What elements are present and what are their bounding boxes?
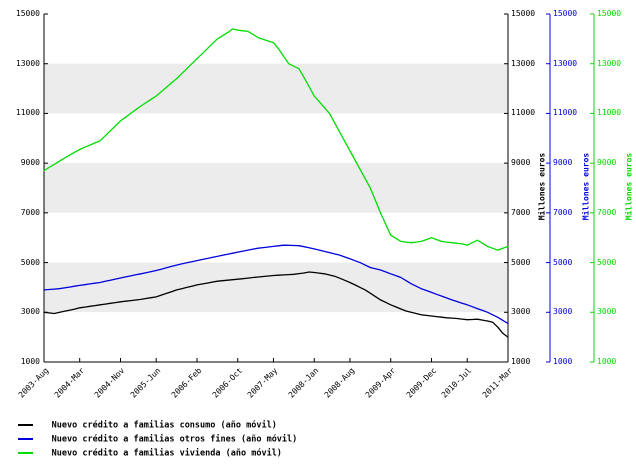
plot-band [44, 262, 508, 313]
y-axis-right2-tick-label: 13000 [553, 58, 578, 68]
y-axis-right1-tick-label: 5000 [511, 257, 531, 267]
legend-item-consumo: Nuevo crédito a familias consumo (año mó… [18, 418, 297, 432]
y-axis-title-3: Millones euros [624, 152, 634, 221]
y-axis-left-tick-label: 15000 [15, 9, 40, 18]
series-line-otros_fines [43, 244, 509, 325]
y-axis-title-2: Millones euros [581, 152, 591, 221]
y-axis-right3-tick-label: 3000 [597, 307, 617, 317]
plot-band [44, 14, 508, 64]
y-axis-right3-tick-label: 11000 [597, 108, 622, 118]
plot-band [44, 312, 508, 362]
series-line-consumo [43, 271, 509, 338]
legend-line-swatch-green [18, 451, 33, 454]
plot-band [44, 63, 508, 114]
y-axis-right3-tick-label: 13000 [597, 58, 622, 68]
y-axis-right2-tick-label: 7000 [553, 207, 573, 217]
y-axis-right2-tick-label: 9000 [553, 158, 573, 168]
plot-band [44, 212, 508, 263]
legend-line-swatch-black [18, 423, 33, 426]
legend-label-otros-fines: Nuevo crédito a familias otros fines (añ… [51, 434, 298, 445]
y-axis-left-tick-label: 9000 [20, 158, 40, 168]
y-axis-right3-tick-label: 15000 [597, 9, 622, 18]
y-axis-left-tick-label: 3000 [20, 307, 40, 317]
plot-band [44, 113, 508, 164]
y-axis-right1-tick-label: 3000 [511, 307, 531, 317]
y-axis-right1-tick-label: 13000 [511, 58, 536, 68]
y-axis-right1-tick-label: 11000 [511, 108, 536, 118]
legend-label-vivienda: Nuevo crédito a familias vivienda (año m… [51, 448, 282, 459]
legend-item-vivienda: Nuevo crédito a familias vivienda (año m… [18, 446, 297, 460]
legend-line-swatch-blue [18, 437, 33, 440]
y-axis-right3-tick-label: 5000 [597, 257, 617, 267]
y-axis-right1-tick-label: 7000 [511, 207, 531, 217]
y-axis-right3-tick-label: 7000 [597, 207, 617, 217]
y-axis-right2-tick-label: 11000 [553, 108, 578, 118]
y-axis-right1-tick-label: 1000 [511, 357, 531, 366]
chart-legend: Nuevo crédito a familias consumo (año mó… [18, 418, 297, 460]
y-axis-title-1: Millones euros [537, 152, 547, 221]
y-axis-left-tick-label: 7000 [20, 207, 40, 217]
legend-item-otros-fines: Nuevo crédito a familias otros fines (añ… [18, 432, 297, 446]
y-axis-left-tick-label: 13000 [15, 58, 40, 68]
y-axis-right2-tick-label: 3000 [553, 307, 573, 317]
series-line-vivienda [43, 28, 509, 251]
y-axis-right2-tick-label: 15000 [553, 9, 578, 18]
y-axis-right3-tick-label: 9000 [597, 158, 617, 168]
y-axis-left-tick-label: 1000 [20, 357, 40, 366]
y-axis-right2-tick-label: 1000 [553, 357, 573, 366]
y-axis-right2-tick-label: 5000 [553, 257, 573, 267]
y-axis-right1-tick-label: 15000 [511, 9, 536, 18]
y-axis-right1-tick-label: 9000 [511, 158, 531, 168]
legend-label-consumo: Nuevo crédito a familias consumo (año mó… [51, 420, 277, 431]
plot-band [44, 163, 508, 213]
y-axis-left-tick-label: 11000 [15, 108, 40, 118]
y-axis-left-tick-label: 5000 [20, 257, 40, 267]
y-axis-right3-tick-label: 1000 [597, 357, 617, 366]
